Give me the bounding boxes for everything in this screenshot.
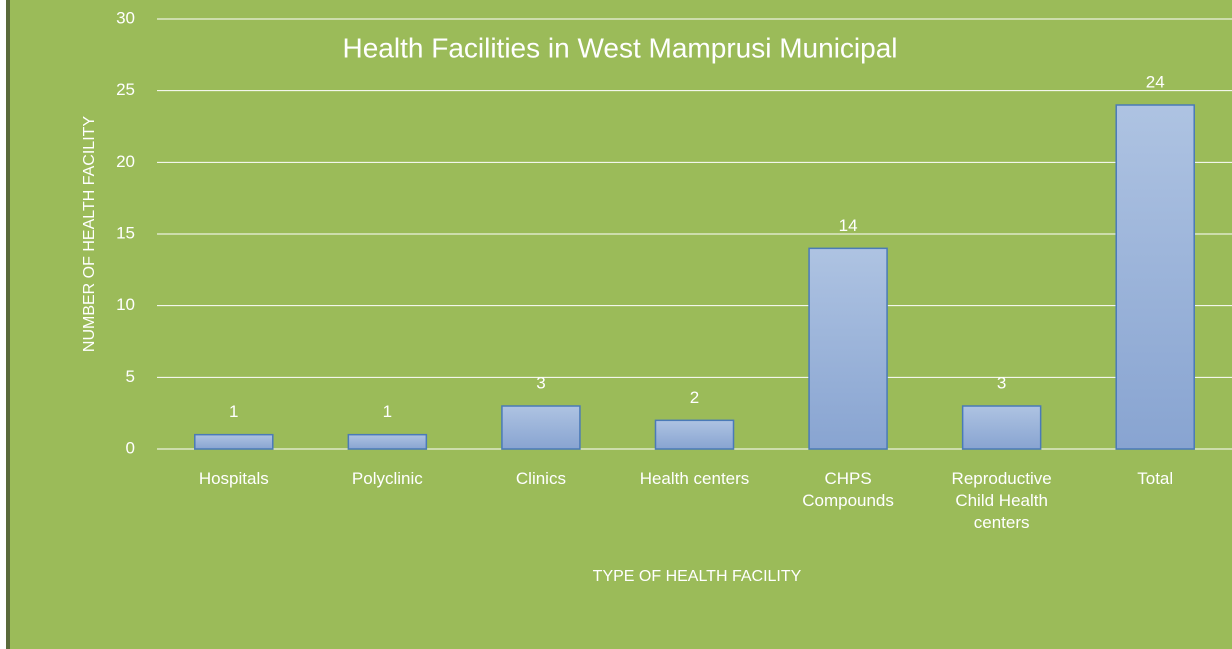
bar xyxy=(1115,104,1195,450)
y-tick-label: 0 xyxy=(126,438,135,457)
x-tick-label: Clinics xyxy=(515,469,566,488)
y-tick-label: 5 xyxy=(126,367,135,386)
data-label: 3 xyxy=(997,373,1006,392)
y-tick-label: 30 xyxy=(116,8,135,27)
bar xyxy=(961,405,1042,450)
y-tick-label: 20 xyxy=(116,152,135,171)
x-tick-label-box: Hospitals xyxy=(198,469,269,488)
data-label: 14 xyxy=(839,216,858,235)
x-tick-label: Reproductive Child Health centers xyxy=(951,469,1052,532)
x-tick-label: Health centers xyxy=(639,469,750,488)
bar xyxy=(654,419,735,450)
y-tick-label: 25 xyxy=(116,80,135,99)
y-tick-label: 15 xyxy=(116,223,135,242)
x-tick-label-box: Reproductive Child Health centers xyxy=(951,469,1052,532)
x-tick-label-box: Total xyxy=(1137,469,1174,488)
chart-border xyxy=(6,0,10,649)
chart-background xyxy=(10,0,1232,649)
data-label: 1 xyxy=(229,402,238,421)
x-tick-label: Hospitals xyxy=(198,469,269,488)
chart-title: Health Facilities in West Mamprusi Munic… xyxy=(343,32,898,63)
x-tick-label: Total xyxy=(1137,469,1174,488)
y-axis-title: NUMBER OF HEALTH FACILITY xyxy=(81,116,98,353)
data-label: 24 xyxy=(1146,72,1165,91)
x-tick-label: Polyclinic xyxy=(351,469,423,488)
x-tick-label-box: Polyclinic xyxy=(351,469,423,488)
data-label: 2 xyxy=(690,388,699,407)
x-tick-label-box: CHPS Compounds xyxy=(802,469,894,510)
data-label: 3 xyxy=(536,373,545,392)
x-axis-title: TYPE OF HEALTH FACILITY xyxy=(593,568,802,585)
bar xyxy=(347,433,428,450)
x-tick-label: CHPS Compounds xyxy=(802,469,894,510)
bar xyxy=(194,433,274,450)
bar xyxy=(808,247,888,450)
bar xyxy=(501,405,581,450)
y-tick-label: 10 xyxy=(116,295,135,314)
x-tick-label-box: Health centers xyxy=(639,469,750,488)
data-label: 1 xyxy=(383,402,392,421)
x-tick-label-box: Clinics xyxy=(515,469,566,488)
